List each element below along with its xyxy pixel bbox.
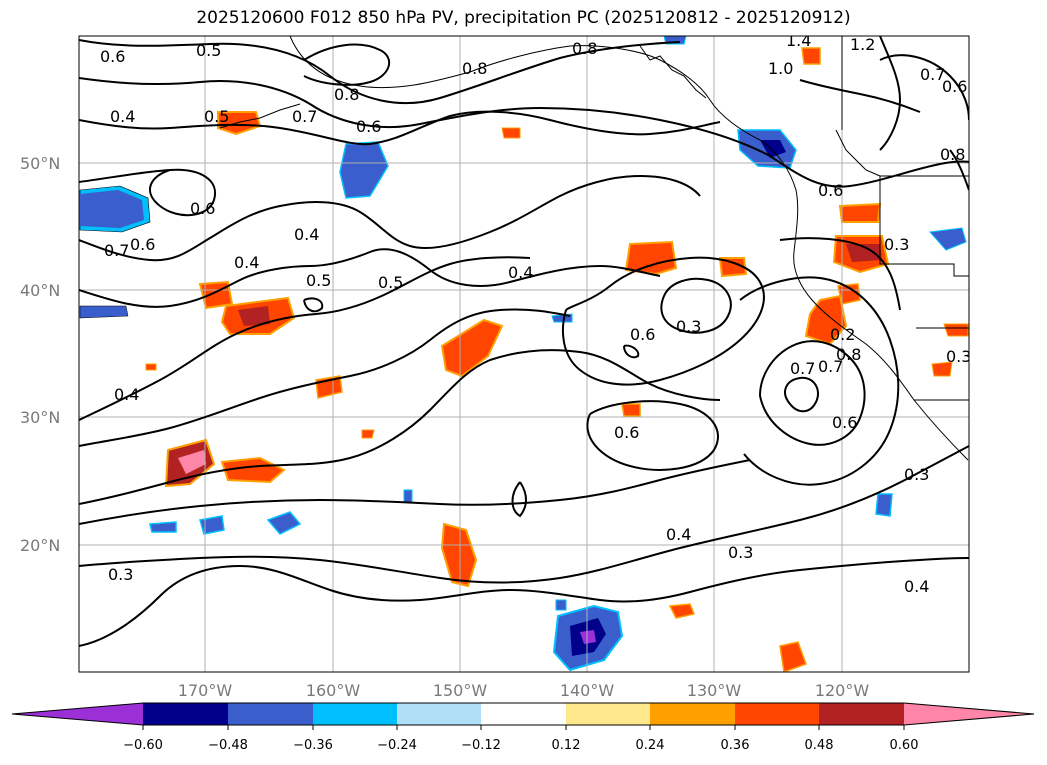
- colorbar-seg: [904, 703, 1034, 725]
- colorbar-tick-label: −0.12: [461, 738, 501, 753]
- contour-label: 0.5: [378, 273, 403, 292]
- lat-label: 20°N: [20, 536, 60, 555]
- contour-label: 0.8: [462, 59, 487, 78]
- lon-label: 120°W: [815, 681, 870, 700]
- contour-label: 0.3: [728, 543, 753, 562]
- colorbar-seg: [397, 703, 481, 725]
- graticule: [79, 36, 969, 672]
- contour-label: 0.7: [920, 65, 945, 84]
- lat-label: 40°N: [20, 281, 60, 300]
- colorbar-tick-label: 0.24: [636, 738, 665, 753]
- pv-contours: [79, 36, 969, 647]
- contour-label: 0.4: [666, 525, 691, 544]
- contour-label: 0.7: [292, 107, 317, 126]
- colorbar-seg: [228, 703, 313, 725]
- latitude-labels: 50°N 40°N 30°N 20°N: [20, 154, 60, 555]
- colorbar-tick-label: −0.60: [123, 738, 163, 753]
- contour-label: 0.4: [110, 107, 135, 126]
- colorbar-tick-label: −0.48: [208, 738, 248, 753]
- lon-label: 170°W: [178, 681, 233, 700]
- colorbar-seg: [143, 703, 228, 725]
- contour-label: 0.5: [196, 41, 221, 60]
- contour-label: 0.6: [818, 181, 843, 200]
- contour-label: 1.0: [768, 59, 793, 78]
- contour-labels: 0.6 0.5 0.8 1.4 1.2 0.7 0.6 0.4 0.5 0.7 …: [100, 31, 971, 596]
- contour-label: 0.5: [204, 107, 229, 126]
- colorbar-seg: [481, 703, 566, 725]
- contour-label: 0.8: [836, 345, 861, 364]
- colorbar-seg: [735, 703, 819, 725]
- contour-label: 0.6: [630, 325, 655, 344]
- colorbar-seg: [566, 703, 650, 725]
- plot-area: 0.6 0.5 0.8 1.4 1.2 0.7 0.6 0.4 0.5 0.7 …: [79, 31, 971, 672]
- colorbar-seg: [12, 703, 143, 725]
- contour-label: 0.6: [190, 199, 215, 218]
- contour-label: 0.4: [508, 263, 533, 282]
- contour-label: 0.7: [818, 357, 843, 376]
- colorbar-tick-label: 0.60: [890, 738, 919, 753]
- colorbar-tick-label: 0.12: [552, 738, 581, 753]
- colorbar-seg: [313, 703, 397, 725]
- lon-label: 150°W: [433, 681, 488, 700]
- precip-patches: [79, 36, 969, 672]
- contour-label: 0.6: [130, 235, 155, 254]
- contour-label: 0.6: [100, 47, 125, 66]
- colorbar-ticks: [142, 725, 905, 730]
- contour-label: 1.4: [786, 31, 811, 50]
- lat-label: 30°N: [20, 408, 60, 427]
- map-title: 2025120600 F012 850 hPa PV, precipitatio…: [196, 8, 851, 28]
- contour-label: 0.8: [334, 85, 359, 104]
- contour-label: 0.6: [832, 413, 857, 432]
- contour-label: 0.3: [108, 565, 133, 584]
- colorbar-tick-label: 0.48: [805, 738, 834, 753]
- contour-label: 0.4: [904, 577, 929, 596]
- longitude-labels: 170°W 160°W 150°W 140°W 130°W 120°W: [178, 681, 870, 700]
- contour-label: 0.3: [946, 347, 971, 366]
- plot-frame: [78, 35, 970, 673]
- colorbar-tick-label: −0.36: [293, 738, 333, 753]
- contour-label: 0.6: [942, 77, 967, 96]
- contour-label: 0.8: [572, 39, 597, 58]
- lat-label: 50°N: [20, 154, 60, 173]
- contour-label: 0.3: [904, 465, 929, 484]
- colorbar-tick-label: 0.36: [721, 738, 750, 753]
- contour-label: 0.8: [940, 145, 965, 164]
- contour-label: 0.6: [614, 423, 639, 442]
- lon-label: 130°W: [687, 681, 742, 700]
- contour-label: 0.3: [676, 317, 701, 336]
- contour-label: 0.4: [294, 225, 319, 244]
- contour-label: 0.7: [104, 241, 129, 260]
- contour-label: 0.3: [884, 235, 909, 254]
- colorbar-tick-label: −0.24: [377, 738, 417, 753]
- contour-label: 0.6: [356, 117, 381, 136]
- contour-label: 0.5: [306, 271, 331, 290]
- lon-label: 160°W: [306, 681, 361, 700]
- colorbar-seg: [819, 703, 904, 725]
- contour-label: 0.4: [234, 253, 259, 272]
- contour-label: 1.2: [850, 35, 875, 54]
- colorbar: −0.60 −0.48 −0.36 −0.24 −0.12 0.12 0.24 …: [11, 702, 1035, 753]
- lon-label: 140°W: [560, 681, 615, 700]
- colorbar-seg: [650, 703, 735, 725]
- contour-label: 0.4: [114, 385, 139, 404]
- contour-label: 0.2: [830, 325, 855, 344]
- contour-label: 0.7: [790, 359, 815, 378]
